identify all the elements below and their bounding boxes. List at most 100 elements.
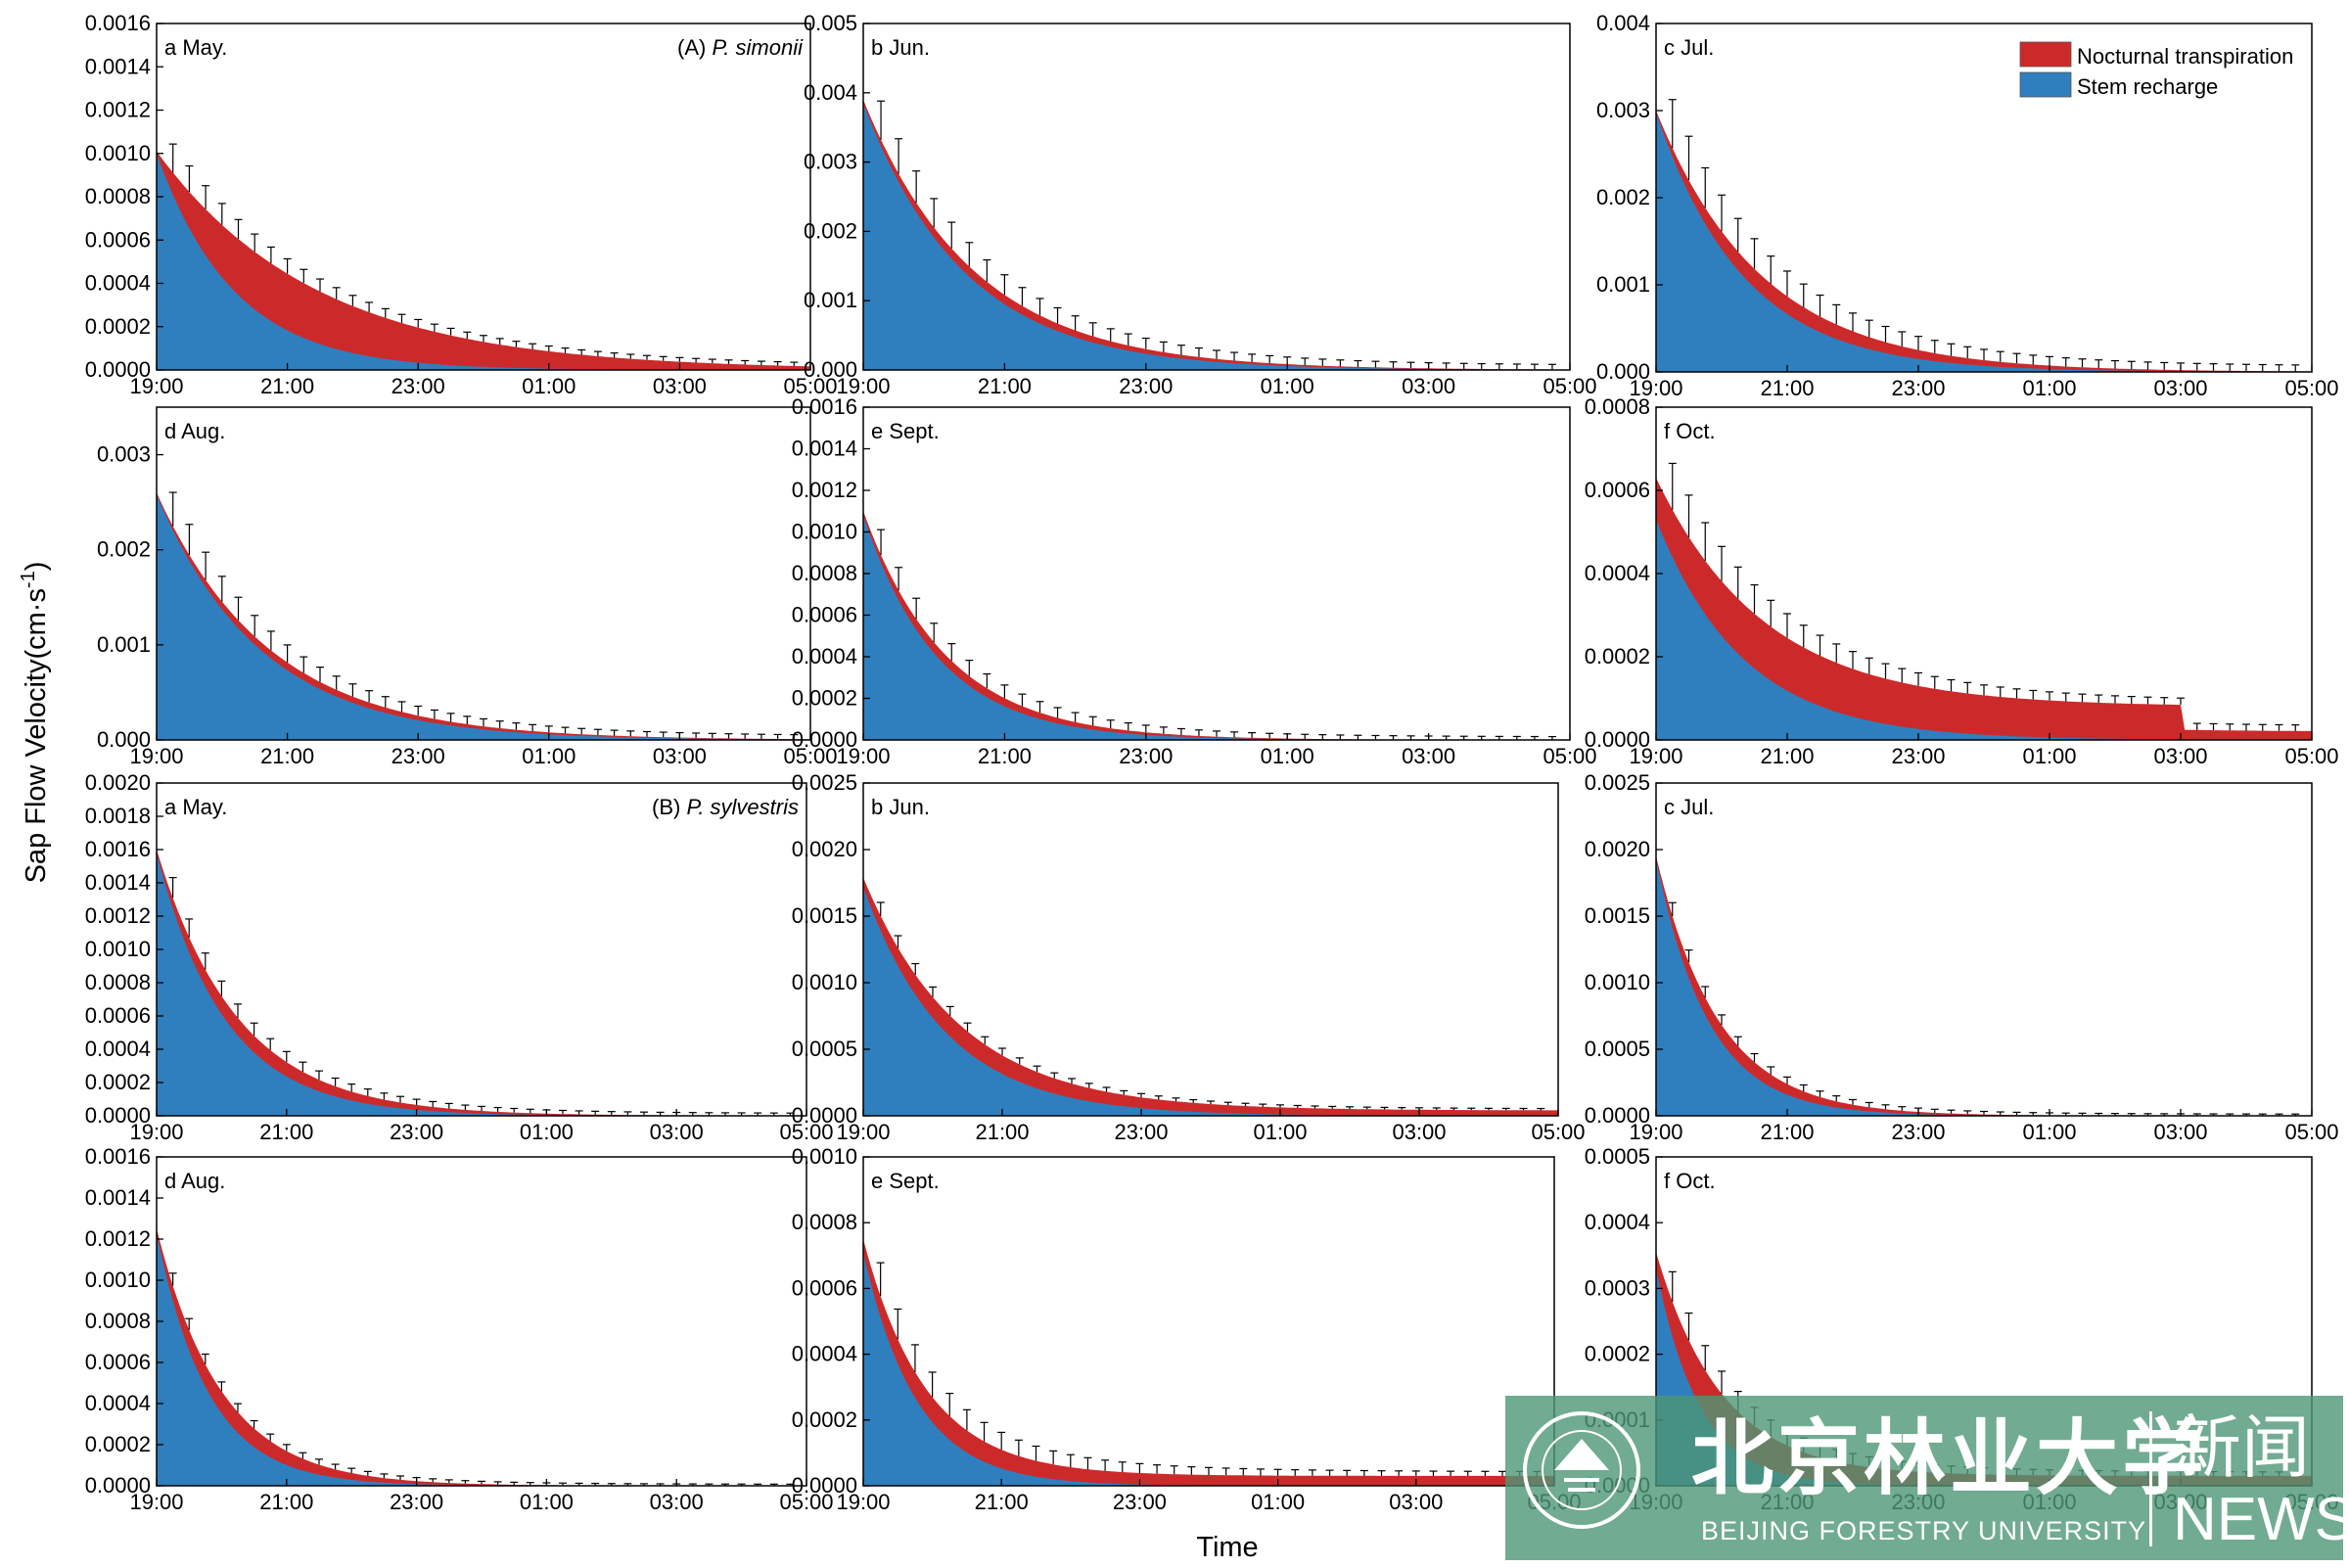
y-tick-label: 0.0004 [1585,561,1650,585]
x-tick-label: 05:00 [783,744,837,768]
y-tick-label: 0.0012 [85,98,151,122]
x-tick-label: 01:00 [522,374,576,398]
y-tick-label: 0.0020 [792,837,857,861]
y-tick-label: 0.0000 [85,357,151,382]
nocturnal-transpiration-area [863,1239,1554,1486]
x-tick-label: 19:00 [129,1490,183,1514]
x-tick-label: 23:00 [1119,744,1173,768]
y-tick-label: 0.0002 [85,1070,151,1094]
watermark-university-name-en: BEIJING FORESTRY UNIVERSITY [1701,1516,2147,1545]
stem-recharge-area [1656,858,2312,1116]
x-tick-label: 03:00 [1389,1490,1443,1514]
x-tick-label: 19:00 [129,1120,183,1144]
watermark-section-cn: 新闻 [2173,1407,2310,1488]
y-tick-label: 0.0004 [85,1391,151,1415]
y-tick-label: 0.0010 [85,1268,151,1292]
panel-label: a May. [164,35,227,60]
stem-recharge-area [1656,112,2312,373]
panel-A-b: 0.000 0.001 0.002 0.003 0.004 0.005 19:00 21:00… [804,11,1597,398]
panel-frame [862,23,1571,371]
x-tick-label: 21:00 [1760,744,1814,768]
x-tick-label: 23:00 [390,1490,443,1514]
x-tick-label: 21:00 [259,1490,313,1514]
x-tick-label: 01:00 [1251,1490,1305,1514]
watermark-section-en: NEWS [2173,1486,2349,1553]
y-tick-label: 0.0004 [1585,1210,1650,1234]
x-tick-label: 01:00 [1253,1120,1307,1144]
stem-recharge-area [157,853,806,1116]
y-axis-label-superscript: -1 [18,571,39,588]
y-tick-label: 0.0025 [792,770,857,795]
y-tick-label: 0.0005 [1585,1144,1650,1169]
y-tick-label: 0.000 [97,727,151,752]
y-tick-label: 0.0010 [792,1144,857,1169]
y-axis-label: Sap Flow Velocity(cm·s-1) [18,562,52,884]
y-tick-label: 0.0016 [85,837,151,861]
x-tick-label: 03:00 [1392,1120,1446,1144]
y-tick-label: 0.003 [97,442,151,467]
y-tick-label: 0.0018 [85,804,151,828]
y-tick-label: 0.0020 [1585,837,1650,861]
x-tick-label: 23:00 [392,374,445,398]
panel-A-d: 0.000 0.001 0.002 0.003 19:00 21:00 23:00 01:00… [97,406,838,768]
y-tick-label: 0.0006 [85,1350,151,1374]
panel-label: d Aug. [164,419,225,443]
panel-A-c: 0.000 0.001 0.002 0.003 0.004 19:00 21:00 23:00… [1596,11,2339,400]
species-label: (A) P. simonii [677,35,804,60]
stem-recharge-area [863,887,1558,1116]
x-tick-label: 01:00 [520,1490,574,1514]
y-tick-label: 0.000 [1596,359,1650,384]
panel-B-e: 0.0000 0.0002 0.0004 0.0006 0.0008 0.0010 19:0… [792,1144,1582,1514]
y-tick-label: 0.0014 [85,870,151,895]
x-tick-label: 23:00 [1891,376,1945,400]
y-tick-label: 0.0008 [1585,394,1650,419]
x-tick-label: 19:00 [836,1120,890,1144]
y-tick-label: 0.003 [1596,98,1650,122]
x-tick-label: 03:00 [2153,1120,2207,1144]
y-tick-label: 0.0000 [85,1473,151,1498]
stem-recharge-area [863,103,1570,371]
y-tick-label: 0.001 [1596,272,1650,297]
panel-label: e Sept. [871,1169,940,1193]
panel-frame [862,782,1559,1117]
x-tick-label: 05:00 [2284,744,2338,768]
x-tick-label: 03:00 [1402,374,1455,398]
y-tick-label: 0.002 [1596,185,1650,209]
panel-A-f: 0.0000 0.0002 0.0004 0.0006 0.0008 19:00 21:00… [1585,394,2339,768]
y-tick-label: 0.0016 [85,11,151,35]
y-tick-label: 0.0003 [1585,1275,1650,1300]
x-tick-label: 19:00 [836,374,890,398]
panel-label: a May. [164,795,227,819]
x-tick-label: 01:00 [2022,376,2076,400]
y-tick-label: 0.002 [804,218,857,243]
panel-label: b Jun. [871,35,930,60]
x-tick-label: 23:00 [1119,374,1173,398]
y-tick-label: 0.0000 [792,1103,857,1128]
y-tick-label: 0.004 [1596,11,1650,35]
legend-swatch-recharge [2019,71,2072,98]
y-tick-label: 0.0014 [85,1185,151,1210]
y-tick-label: 0.0015 [1585,903,1650,928]
y-tick-label: 0.0000 [792,727,857,752]
panel-label: c Jul. [1664,795,1714,819]
x-tick-label: 21:00 [260,374,314,398]
y-tick-label: 0.0000 [1585,1103,1650,1128]
x-tick-label: 21:00 [975,1120,1029,1144]
y-tick-label: 0.0008 [792,561,857,585]
stem-recharge-area [157,494,810,740]
y-tick-label: 0.0002 [792,686,857,711]
y-tick-label: 0.0016 [792,394,857,419]
x-tick-label: 05:00 [779,1120,833,1144]
x-tick-label: 19:00 [1629,376,1682,400]
panel-label: f Oct. [1664,1169,1716,1193]
x-tick-label: 03:00 [650,1490,704,1514]
panel-B-d: 0.0000 0.0002 0.0004 0.0006 0.0008 0.0010 0.00… [85,1144,834,1514]
y-tick-label: 0.0010 [85,937,151,961]
y-tick-label: 0.003 [804,150,857,174]
y-tick-label: 0.0015 [792,903,857,928]
university-watermark: 北京林业大学 BEIJING FORESTRY UNIVERSITY 新闻 NE… [1505,1396,2349,1560]
x-tick-label: 19:00 [836,1490,890,1514]
nocturnal-transpiration-area [157,151,810,370]
y-tick-label: 0.0008 [85,1309,151,1333]
x-tick-label: 05:00 [779,1490,833,1514]
